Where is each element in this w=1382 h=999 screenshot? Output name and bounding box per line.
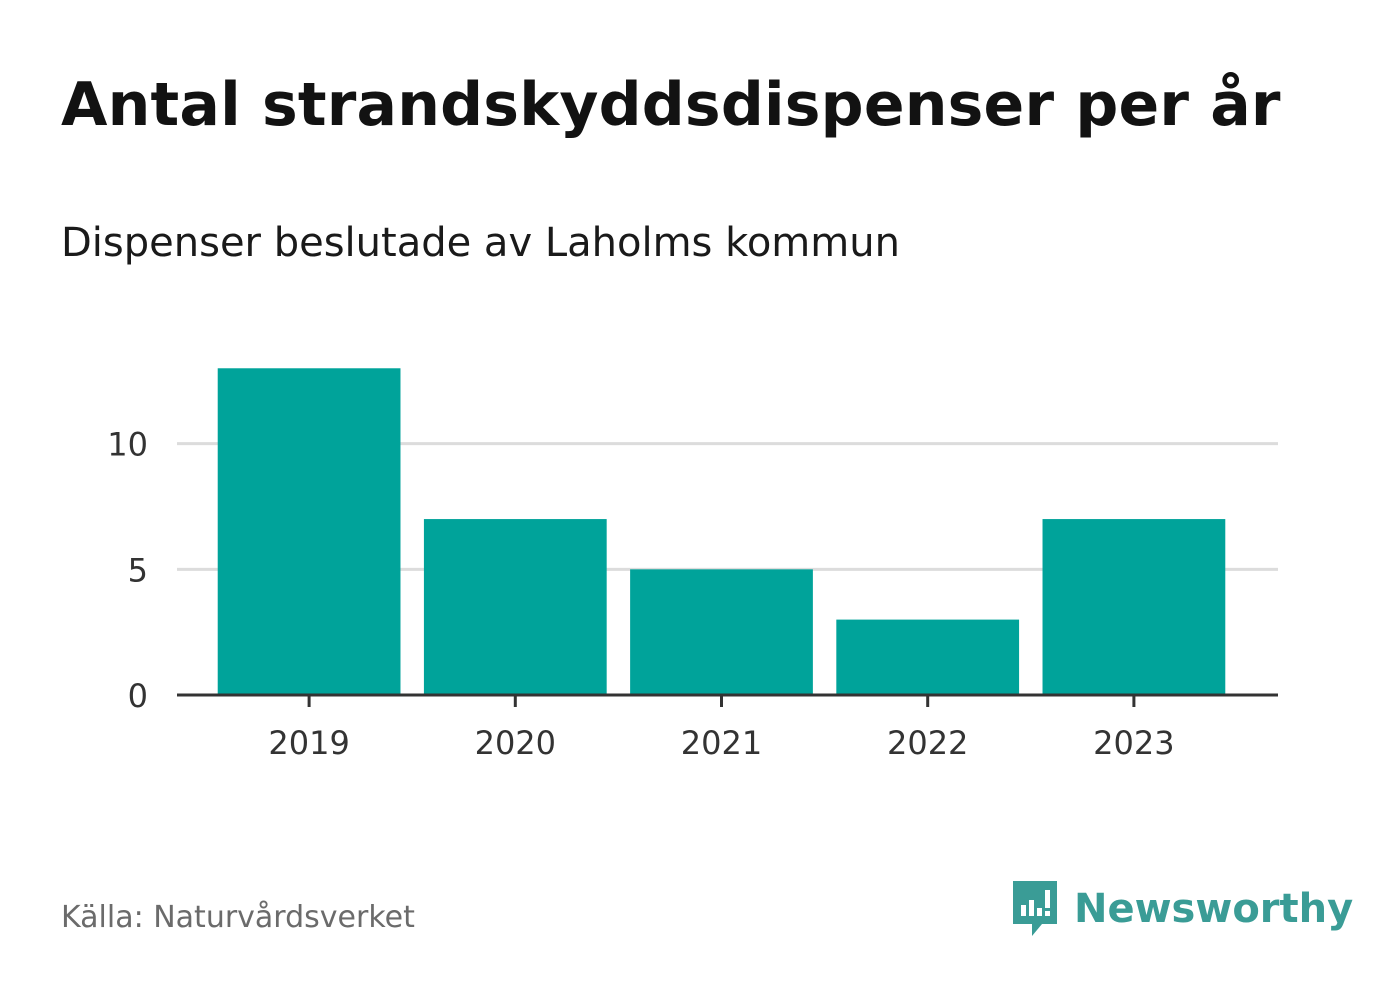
bar-2021	[630, 569, 813, 695]
x-tick-label: 2020	[475, 724, 556, 762]
bar-2022	[836, 619, 1020, 695]
bar-2020	[423, 519, 607, 695]
x-tick-label: 2022	[887, 724, 968, 762]
newsworthy-logo-icon	[1013, 881, 1057, 936]
bar-2023	[1042, 519, 1226, 695]
chart-subtitle: Dispenser beslutade av Laholms kommun	[61, 220, 900, 266]
y-tick-label: 5	[128, 551, 148, 589]
chart-title: Antal strandskyddsdispenser per år	[61, 70, 1281, 140]
source-note: Källa: Naturvårdsverket	[61, 900, 415, 935]
bar-2019	[217, 368, 401, 695]
brand-logo: Newsworthy	[1010, 877, 1353, 941]
y-tick-label: 0	[128, 677, 148, 715]
brand-name: Newsworthy	[1074, 886, 1354, 932]
x-tick-label: 2021	[681, 724, 762, 762]
x-tick-label: 2023	[1093, 724, 1174, 762]
y-tick-label: 10	[107, 426, 148, 464]
x-tick-label: 2019	[268, 724, 349, 762]
